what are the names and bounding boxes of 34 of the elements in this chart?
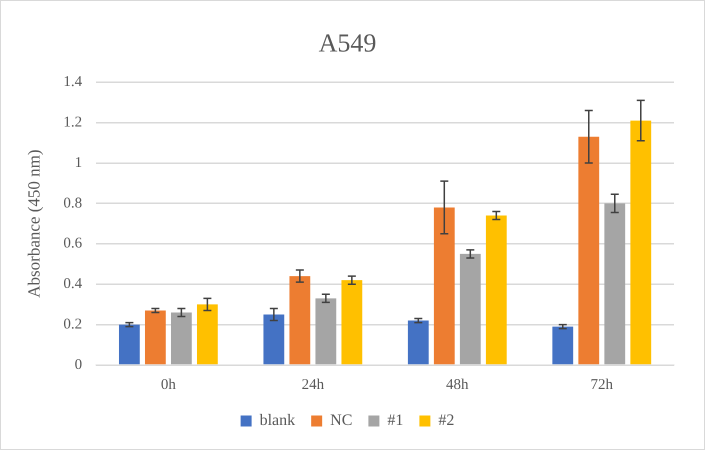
bar	[196, 304, 218, 364]
bar	[341, 280, 362, 364]
y-axis-title: Absorbance (450 nm)	[24, 149, 44, 298]
y-tick-label: 0.6	[63, 236, 83, 252]
bar	[486, 216, 507, 364]
bar	[118, 324, 140, 364]
bar	[552, 326, 574, 364]
legend-label: #2	[438, 412, 454, 430]
bar	[144, 310, 166, 364]
y-tick-label: 0.2	[63, 316, 82, 333]
bar	[263, 314, 284, 364]
bar	[408, 320, 429, 364]
x-tick-label: 0h	[160, 376, 176, 393]
x-tick-label: 48h	[446, 376, 470, 393]
y-tick-label: 0.4	[63, 276, 83, 292]
bar	[630, 120, 652, 364]
bar	[604, 203, 626, 364]
y-tick-label: 1.2	[63, 114, 82, 131]
bar	[578, 136, 600, 364]
legend-label: blank	[260, 412, 296, 430]
legend-label: NC	[330, 412, 352, 430]
x-tick-label: 72h	[590, 376, 614, 393]
bar	[434, 207, 455, 364]
bar	[315, 298, 336, 364]
legend-label: #1	[387, 412, 404, 430]
chart-title: A549	[318, 28, 376, 58]
x-tick-label: 24h	[302, 376, 325, 393]
bar	[289, 276, 310, 364]
y-tick-label: 1	[74, 154, 82, 171]
bar	[170, 312, 192, 364]
y-tick-label: 1.4	[63, 74, 83, 90]
y-tick-label: 0.8	[63, 195, 82, 212]
bar	[460, 254, 481, 364]
y-tick-label: 0	[74, 356, 82, 373]
